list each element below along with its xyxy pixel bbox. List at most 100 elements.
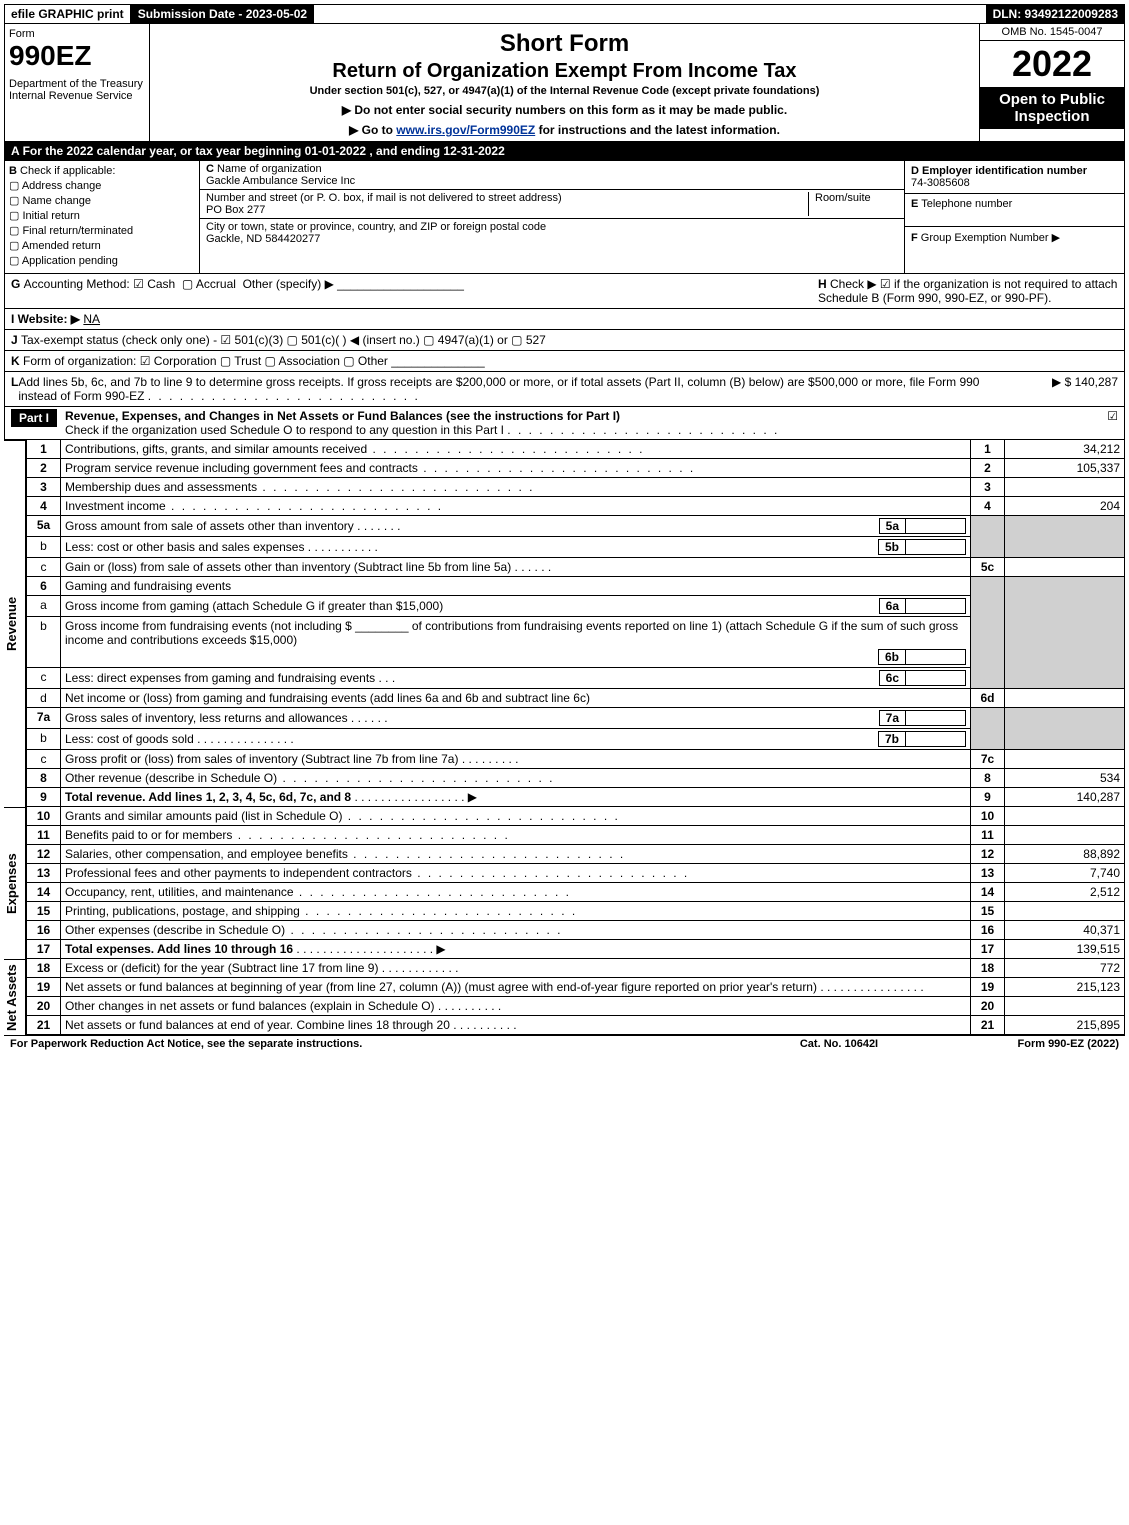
g-label: Accounting Method: bbox=[24, 277, 130, 291]
line-15-desc: Printing, publications, postage, and shi… bbox=[65, 904, 300, 918]
submission-date: Submission Date - 2023-05-02 bbox=[131, 4, 314, 24]
website-value[interactable]: NA bbox=[83, 312, 100, 326]
chk-amended-return[interactable]: Amended return bbox=[9, 239, 195, 252]
line-4-desc: Investment income bbox=[65, 499, 166, 513]
line-7c-amt bbox=[1005, 750, 1125, 769]
line-16-desc: Other expenses (describe in Schedule O) bbox=[65, 923, 285, 937]
irs-link[interactable]: www.irs.gov/Form990EZ bbox=[396, 123, 535, 137]
line-9-desc: Total revenue. Add lines 1, 2, 3, 4, 5c,… bbox=[65, 790, 351, 804]
top-bar: efile GRAPHIC print Submission Date - 20… bbox=[4, 4, 1125, 24]
section-b: B Check if applicable: Address change Na… bbox=[5, 161, 200, 273]
expenses-table: 10Grants and similar amounts paid (list … bbox=[26, 807, 1125, 959]
line-3-amt bbox=[1005, 478, 1125, 497]
line-21-amt: 215,895 bbox=[1005, 1016, 1125, 1035]
expenses-side-label: Expenses bbox=[4, 807, 26, 959]
line-10-desc: Grants and similar amounts paid (list in… bbox=[65, 809, 342, 823]
line-5b-mini: 5b bbox=[878, 539, 906, 555]
line-6b-minival bbox=[906, 649, 966, 665]
line-6-desc: Gaming and fundraising events bbox=[61, 577, 971, 596]
section-k: K Form of organization: ☑ Corporation ▢ … bbox=[4, 351, 1125, 372]
efile-label[interactable]: efile GRAPHIC print bbox=[4, 4, 131, 24]
section-i: I Website: ▶ NA bbox=[4, 309, 1125, 330]
chk-application-pending[interactable]: Application pending bbox=[9, 254, 195, 267]
line-6c-desc: Less: direct expenses from gaming and fu… bbox=[65, 671, 375, 685]
chk-address-change[interactable]: Address change bbox=[9, 179, 195, 192]
line-7b-mini: 7b bbox=[878, 731, 906, 747]
line-6b-pre: Gross income from fundraising events (no… bbox=[65, 619, 352, 633]
chk-initial-return[interactable]: Initial return bbox=[9, 209, 195, 222]
street-label: Number and street (or P. O. box, if mail… bbox=[206, 192, 562, 204]
line-2-amt: 105,337 bbox=[1005, 459, 1125, 478]
line-5a-desc: Gross amount from sale of assets other t… bbox=[65, 519, 354, 533]
line-3-desc: Membership dues and assessments bbox=[65, 480, 257, 494]
footer-right-prefix: Form bbox=[1018, 1038, 1049, 1050]
b-label: Check if applicable: bbox=[20, 165, 115, 177]
line-14-box: 14 bbox=[971, 883, 1005, 902]
ssn-warning: ▶ Do not enter social security numbers o… bbox=[154, 103, 975, 117]
line-6a-desc: Gross income from gaming (attach Schedul… bbox=[65, 599, 873, 613]
goto-note: ▶ Go to www.irs.gov/Form990EZ for instru… bbox=[154, 123, 975, 137]
line-a: A For the 2022 calendar year, or tax yea… bbox=[4, 142, 1125, 161]
line-21-desc: Net assets or fund balances at end of ye… bbox=[65, 1018, 450, 1032]
header-right: OMB No. 1545-0047 2022 Open to Public In… bbox=[979, 24, 1124, 141]
street-row: Number and street (or P. O. box, if mail… bbox=[200, 190, 904, 219]
short-form-title: Short Form bbox=[154, 30, 975, 58]
page-footer: For Paperwork Reduction Act Notice, see … bbox=[4, 1035, 1125, 1052]
line-13-amt: 7,740 bbox=[1005, 864, 1125, 883]
line-20-amt bbox=[1005, 997, 1125, 1016]
line-a-text: For the 2022 calendar year, or tax year … bbox=[23, 144, 505, 158]
goto-suffix: for instructions and the latest informat… bbox=[535, 123, 780, 137]
line-18-box: 18 bbox=[971, 959, 1005, 978]
chk-name-change[interactable]: Name change bbox=[9, 194, 195, 207]
line-6d-desc: Net income or (loss) from gaming and fun… bbox=[61, 689, 971, 708]
line-7c-box: 7c bbox=[971, 750, 1005, 769]
f-arrow: ▶ bbox=[1052, 232, 1060, 244]
line-g-h: G Accounting Method: Cash Accrual Other … bbox=[4, 274, 1125, 309]
netassets-section: Net Assets 18Excess or (deficit) for the… bbox=[4, 959, 1125, 1035]
k-text: Form of organization: ☑ Corporation ▢ Tr… bbox=[23, 354, 388, 368]
street-value: PO Box 277 bbox=[206, 204, 265, 216]
form-header: Form 990EZ Department of the Treasury In… bbox=[4, 24, 1125, 142]
line-19-box: 19 bbox=[971, 978, 1005, 997]
part-i-title: Revenue, Expenses, and Changes in Net As… bbox=[65, 409, 620, 423]
line-9-box: 9 bbox=[971, 788, 1005, 807]
g-other[interactable]: Other (specify) ▶ bbox=[243, 277, 334, 291]
footer-right-suffix: (2022) bbox=[1084, 1038, 1119, 1050]
line-13-desc: Professional fees and other payments to … bbox=[65, 866, 412, 880]
line-6a-minival bbox=[906, 598, 966, 614]
line-18-desc: Excess or (deficit) for the year (Subtra… bbox=[65, 961, 378, 975]
name-label: Name of organization bbox=[217, 163, 322, 175]
line-5c-box: 5c bbox=[971, 558, 1005, 577]
ein-value: 74-3085608 bbox=[911, 177, 970, 189]
department-label: Department of the Treasury Internal Reve… bbox=[9, 78, 145, 102]
line-11-box: 11 bbox=[971, 826, 1005, 845]
header-mid: Short Form Return of Organization Exempt… bbox=[150, 24, 979, 141]
section-g: G Accounting Method: Cash Accrual Other … bbox=[11, 277, 818, 305]
line-1-box: 1 bbox=[971, 440, 1005, 459]
subtitle: Under section 501(c), 527, or 4947(a)(1)… bbox=[154, 85, 975, 97]
chk-final-return[interactable]: Final return/terminated bbox=[9, 224, 195, 237]
line-5b-desc: Less: cost or other basis and sales expe… bbox=[65, 540, 304, 554]
dln-label: DLN: 93492122009283 bbox=[986, 4, 1125, 24]
part-i-check-text: Check if the organization used Schedule … bbox=[65, 423, 504, 437]
g-cash[interactable]: Cash bbox=[133, 277, 175, 291]
line-17-box: 17 bbox=[971, 940, 1005, 959]
line-7a-minival bbox=[906, 710, 966, 726]
ein-label: Employer identification number bbox=[922, 165, 1087, 177]
line-18-amt: 772 bbox=[1005, 959, 1125, 978]
city-value: Gackle, ND 584420277 bbox=[206, 233, 320, 245]
part-i-checkbox[interactable]: ☑ bbox=[1107, 409, 1118, 423]
line-5a-minival bbox=[906, 518, 966, 534]
header-left: Form 990EZ Department of the Treasury In… bbox=[5, 24, 150, 141]
line-7a-mini: 7a bbox=[879, 710, 906, 726]
h-text: Check ▶ ☑ if the organization is not req… bbox=[818, 277, 1117, 305]
entity-block: B Check if applicable: Address change Na… bbox=[4, 161, 1125, 274]
entity-right: D Employer identification number 74-3085… bbox=[904, 161, 1124, 273]
line-8-amt: 534 bbox=[1005, 769, 1125, 788]
line-17-desc: Total expenses. Add lines 10 through 16 bbox=[65, 942, 293, 956]
line-19-desc: Net assets or fund balances at beginning… bbox=[65, 980, 817, 994]
revenue-section: Revenue 1Contributions, gifts, grants, a… bbox=[4, 440, 1125, 807]
section-j: J Tax-exempt status (check only one) - ☑… bbox=[4, 330, 1125, 351]
line-7a-desc: Gross sales of inventory, less returns a… bbox=[65, 711, 348, 725]
g-accrual[interactable]: Accrual bbox=[182, 277, 236, 291]
